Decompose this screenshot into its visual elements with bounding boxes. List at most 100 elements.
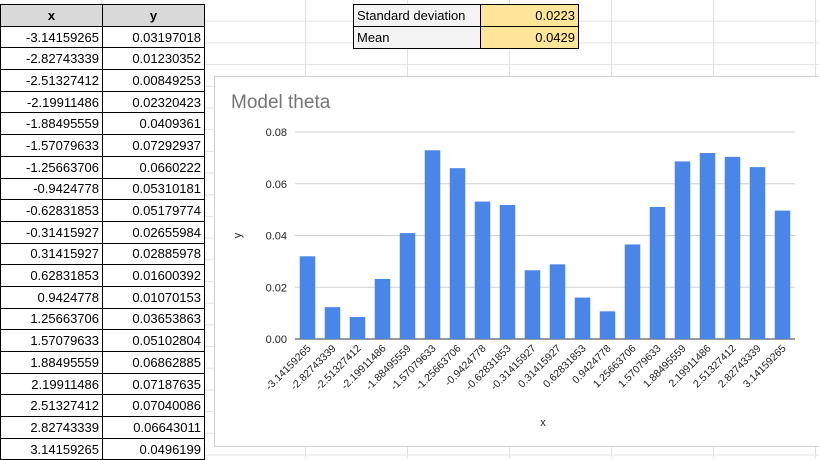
table-row: 2.19911486 0.07187635 bbox=[0, 372, 205, 396]
table-row: 1.25663706 0.03653863 bbox=[0, 307, 205, 331]
table-row: -2.82743339 0.01230352 bbox=[0, 47, 205, 71]
cell-x[interactable]: 3.14159265 bbox=[0, 437, 103, 460]
cell-y[interactable]: 0.02885978 bbox=[102, 242, 205, 266]
cell-y[interactable]: 0.05102804 bbox=[102, 329, 205, 352]
cell-y[interactable]: 0.07292937 bbox=[102, 134, 205, 157]
cell-y[interactable]: 0.07187635 bbox=[102, 372, 205, 396]
bar bbox=[574, 297, 591, 339]
table-row: 3.14159265 0.0496199 bbox=[0, 437, 205, 460]
x-axis-label: x bbox=[540, 417, 546, 429]
mean-value-cell[interactable]: 0.0429 bbox=[480, 26, 579, 49]
cell-x[interactable]: 1.57079633 bbox=[0, 329, 103, 352]
cell-x[interactable]: 1.25663706 bbox=[0, 307, 103, 331]
bar bbox=[374, 278, 391, 339]
cell-x[interactable]: 2.82743339 bbox=[0, 416, 103, 439]
cell-y[interactable]: 0.01070153 bbox=[102, 285, 205, 309]
cell-x[interactable]: 1.88495559 bbox=[0, 351, 103, 374]
column-header-y[interactable]: y bbox=[102, 4, 205, 27]
cell-y[interactable]: 0.01230352 bbox=[102, 47, 205, 71]
cell-y[interactable]: 0.01600392 bbox=[102, 264, 205, 287]
cell-y[interactable]: 0.00849253 bbox=[102, 69, 205, 92]
cell-y[interactable]: 0.02655984 bbox=[102, 220, 205, 244]
bar bbox=[324, 307, 341, 339]
table-row: -0.9424778 0.05310181 bbox=[0, 177, 205, 201]
cell-y[interactable]: 0.07040086 bbox=[102, 394, 205, 418]
cell-y[interactable]: 0.03197018 bbox=[102, 25, 205, 49]
bar bbox=[349, 317, 366, 339]
cell-x[interactable]: 2.51327412 bbox=[0, 394, 103, 418]
y-tick-label: 0.00 bbox=[266, 334, 287, 346]
y-tick-label: 0.06 bbox=[266, 179, 287, 191]
cell-y[interactable]: 0.02320423 bbox=[102, 90, 205, 114]
table-row: -2.51327412 0.00849253 bbox=[0, 69, 205, 92]
bar bbox=[599, 311, 616, 339]
bar bbox=[399, 233, 416, 339]
stat-row-mean: Mean 0.0429 bbox=[353, 26, 579, 49]
bar bbox=[624, 244, 641, 339]
cell-x[interactable]: -2.19911486 bbox=[0, 90, 103, 114]
bar bbox=[449, 168, 466, 339]
table-row: 0.62831853 0.01600392 bbox=[0, 264, 205, 287]
bar bbox=[749, 167, 766, 339]
cell-y[interactable]: 0.0409361 bbox=[102, 112, 205, 136]
cell-y[interactable]: 0.03653863 bbox=[102, 307, 205, 331]
cell-x[interactable]: 0.9424778 bbox=[0, 285, 103, 309]
std-label-cell[interactable]: Standard deviation bbox=[353, 4, 481, 27]
table-row: -2.19911486 0.02320423 bbox=[0, 90, 205, 114]
cell-y[interactable]: 0.06862885 bbox=[102, 351, 205, 374]
cell-x[interactable]: -2.51327412 bbox=[0, 69, 103, 92]
column-header-x[interactable]: x bbox=[0, 4, 103, 27]
cell-x[interactable]: 0.31415927 bbox=[0, 242, 103, 266]
cell-x[interactable]: -2.82743339 bbox=[0, 47, 103, 71]
bar bbox=[499, 204, 516, 339]
table-row: 0.9424778 0.01070153 bbox=[0, 285, 205, 309]
stat-row-std: Standard deviation 0.0223 bbox=[353, 4, 579, 27]
table-row: -1.88495559 0.0409361 bbox=[0, 112, 205, 136]
std-value-cell[interactable]: 0.0223 bbox=[480, 4, 579, 27]
bar bbox=[549, 264, 566, 339]
cell-y[interactable]: 0.0496199 bbox=[102, 437, 205, 460]
table-row: 0.31415927 0.02885978 bbox=[0, 242, 205, 266]
cell-x[interactable]: 0.62831853 bbox=[0, 264, 103, 287]
cell-x[interactable]: -1.25663706 bbox=[0, 155, 103, 179]
cell-x[interactable]: -0.62831853 bbox=[0, 199, 103, 222]
bar bbox=[699, 153, 716, 339]
bar bbox=[424, 150, 441, 339]
table-row: -3.14159265 0.03197018 bbox=[0, 25, 205, 49]
y-tick-label: 0.02 bbox=[266, 282, 287, 294]
table-header-row: x y bbox=[0, 4, 205, 27]
table-row: 2.82743339 0.06643011 bbox=[0, 416, 205, 439]
cell-y[interactable]: 0.0660222 bbox=[102, 155, 205, 179]
y-tick-label: 0.04 bbox=[266, 231, 287, 243]
bar bbox=[774, 210, 791, 339]
bar bbox=[674, 161, 691, 339]
table-row: 1.88495559 0.06862885 bbox=[0, 351, 205, 374]
cell-y[interactable]: 0.05310181 bbox=[102, 177, 205, 201]
mean-label-cell[interactable]: Mean bbox=[353, 26, 481, 49]
cell-y[interactable]: 0.05179774 bbox=[102, 199, 205, 222]
bar bbox=[524, 270, 541, 339]
table-row: -1.25663706 0.0660222 bbox=[0, 155, 205, 179]
stats-table: Standard deviation 0.0223 Mean 0.0429 bbox=[353, 4, 579, 49]
cell-x[interactable]: 2.19911486 bbox=[0, 372, 103, 396]
table-row: 1.57079633 0.05102804 bbox=[0, 329, 205, 352]
cell-y[interactable]: 0.06643011 bbox=[102, 416, 205, 439]
bar bbox=[474, 201, 491, 339]
chart-title: Model theta bbox=[231, 92, 331, 113]
data-table: x y -3.14159265 0.03197018 -2.82743339 0.01… bbox=[0, 4, 205, 460]
cell-x[interactable]: -0.9424778 bbox=[0, 177, 103, 201]
table-row: -0.31415927 0.02655984 bbox=[0, 220, 205, 244]
bar bbox=[649, 206, 666, 339]
bar bbox=[724, 156, 741, 339]
chart-plot: 0.000.020.040.060.08-3.14159265-2.827433… bbox=[232, 127, 795, 429]
cell-x[interactable]: -1.57079633 bbox=[0, 134, 103, 157]
table-row: -1.57079633 0.07292937 bbox=[0, 134, 205, 157]
bar bbox=[299, 256, 316, 339]
cell-x[interactable]: -3.14159265 bbox=[0, 25, 103, 49]
bar-chart[interactable]: Model theta 0.00 0.02 0.04 0.06 0.08 -3.14159… bbox=[214, 76, 819, 447]
y-axis-label: y bbox=[232, 232, 244, 238]
y-tick-label: 0.08 bbox=[266, 127, 287, 139]
cell-x[interactable]: -0.31415927 bbox=[0, 220, 103, 244]
cell-x[interactable]: -1.88495559 bbox=[0, 112, 103, 136]
table-row: -0.62831853 0.05179774 bbox=[0, 199, 205, 222]
